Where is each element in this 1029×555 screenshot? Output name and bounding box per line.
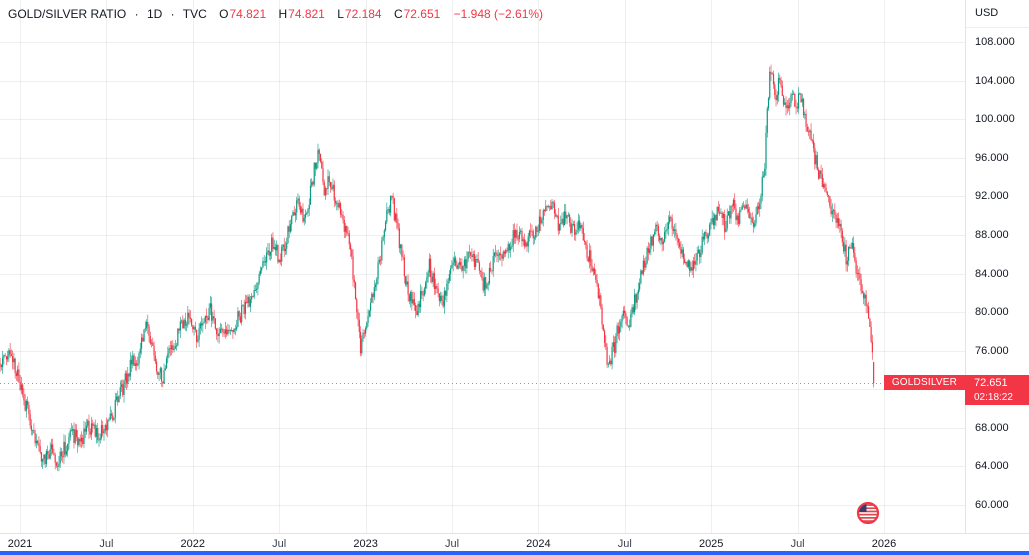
symbol-title[interactable]: GOLD/SILVER RATIO	[8, 7, 127, 21]
price-axis-label: 84.000	[975, 267, 1009, 280]
time-axis-label: Jul	[444, 538, 460, 550]
ohlc-high: H74.821	[278, 7, 325, 21]
chart-legend: GOLD/SILVER RATIO · 1D · TVC O74.821 H74…	[8, 7, 543, 21]
time-axis-label: 2021	[7, 538, 33, 550]
ohlc-open: O74.821	[219, 7, 267, 21]
price-axis-label: 104.000	[975, 74, 1015, 87]
exchange-label[interactable]: TVC	[182, 7, 207, 21]
time-axis-label: Jul	[790, 538, 805, 550]
currency-label[interactable]: USD	[966, 0, 1029, 28]
legend-separator: ·	[134, 7, 139, 21]
time-axis[interactable]: 2021 Jul 2022 Jul 2023 Jul 2024 Jul 2025 Jul 2026	[0, 533, 1029, 555]
price-axis-label: 60.000	[975, 499, 1009, 511]
price-axis-label: 100.000	[975, 113, 1015, 126]
price-badge-symbol: GOLDSILVER	[891, 377, 957, 388]
bar-countdown: 02:18:22	[965, 390, 1029, 405]
candlestick-chart[interactable]	[0, 0, 965, 533]
price-axis-label: 68.000	[975, 421, 1009, 434]
chart-pane: GOLD/SILVER RATIO · 1D · TVC O74.821 H74…	[0, 0, 965, 533]
time-axis-label: 2025	[698, 538, 724, 550]
time-axis-label: 2026	[871, 538, 897, 550]
time-axis-label: 2022	[180, 538, 206, 550]
price-badge-value: 72.651	[974, 376, 1008, 389]
change-label: −1.948 (−2.61%)	[453, 7, 544, 21]
time-axis-label: Jul	[99, 538, 114, 550]
price-badge-row: GOLDSILVER 72.651	[884, 375, 1029, 390]
last-price-badge: GOLDSILVER 72.651 02:18:22	[884, 375, 1029, 405]
price-axis-label: 92.000	[975, 190, 1009, 203]
price-axis-label: 76.000	[975, 344, 1009, 357]
price-axis-label: 64.000	[975, 460, 1009, 473]
legend-separator: ·	[170, 7, 175, 21]
interval-label[interactable]: 1D	[146, 7, 163, 21]
ohlc-close: C72.651	[393, 7, 441, 21]
price-axis[interactable]: USD 108.000 104.000 100.000 96.000 92.000 88.…	[965, 0, 1029, 533]
time-axis-label: 2024	[526, 538, 551, 550]
price-axis-label: 108.000	[975, 36, 1015, 48]
price-axis-label: 80.000	[975, 306, 1009, 319]
time-axis-label: Jul	[272, 538, 287, 550]
bottom-accent-bar	[0, 551, 1029, 555]
price-axis-label: 88.000	[975, 228, 1009, 241]
time-axis-label: Jul	[617, 538, 632, 550]
ohlc-low: L72.184	[337, 7, 382, 21]
us-flag-icon[interactable]	[856, 501, 880, 525]
time-axis-label: 2023	[353, 538, 378, 550]
price-axis-label: 96.000	[975, 151, 1009, 164]
